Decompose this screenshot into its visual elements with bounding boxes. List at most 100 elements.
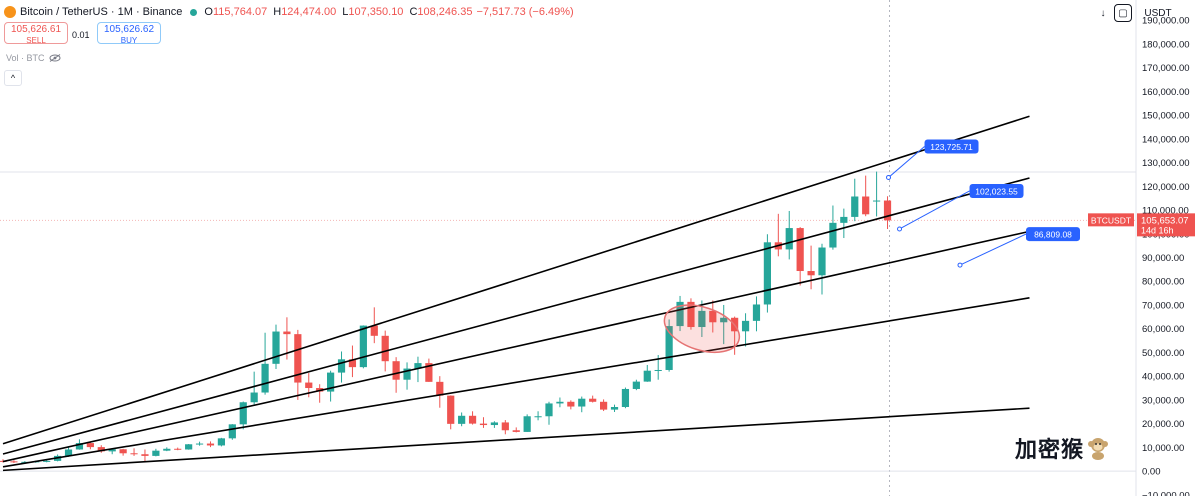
callout-label: 86,809.08 — [1034, 230, 1072, 240]
price-tag-countdown: 14d 16h — [1141, 225, 1174, 235]
sell-label: SELL — [26, 36, 46, 45]
candle-body — [851, 196, 859, 217]
candle-body — [578, 398, 586, 407]
candle-body — [217, 438, 225, 446]
eye-off-icon[interactable] — [49, 54, 61, 62]
candle-body — [523, 416, 531, 432]
candle-body — [337, 359, 346, 373]
candle-body — [840, 216, 848, 223]
symbol-title[interactable]: Bitcoin / TetherUS · 1M · Binance — [20, 6, 183, 18]
candle-body — [425, 363, 433, 382]
candle-body — [796, 228, 804, 272]
candle-body — [447, 395, 455, 424]
candle-body — [698, 310, 706, 328]
candle-body — [283, 331, 291, 335]
buy-price: 105,626.62 — [103, 24, 155, 35]
volume-label: Vol · BTC — [6, 53, 45, 63]
callout-anchor — [886, 174, 892, 180]
candle-body — [370, 325, 378, 336]
ohlc-low-value: 107,350.10 — [348, 6, 404, 18]
candle-body — [490, 422, 498, 426]
y-tick-label: 40,000.00 — [1142, 372, 1184, 383]
candle-body — [327, 372, 335, 392]
symbol-tag-label: BTCUSDT — [1091, 215, 1131, 225]
candle-body — [534, 416, 542, 418]
market-status-icon — [190, 8, 198, 16]
candle-body — [195, 443, 204, 445]
candle-body — [741, 320, 750, 332]
candle-body — [163, 448, 171, 451]
ohlc-low-label: L — [342, 6, 349, 18]
callout-anchor — [897, 226, 903, 232]
candle-body — [709, 310, 717, 323]
y-tick-label: 10,000.00 — [1142, 443, 1184, 454]
y-tick-label: 20,000.00 — [1142, 419, 1184, 430]
candle-body — [873, 200, 881, 202]
candle-body — [589, 398, 597, 402]
candle-body — [64, 449, 73, 456]
callout-anchor — [957, 262, 963, 268]
y-tick-label: 60,000.00 — [1142, 324, 1184, 335]
buy-button[interactable]: 105,626.62 BUY — [97, 22, 161, 45]
price-tag — [1137, 213, 1195, 237]
candle-body — [479, 423, 488, 426]
currency-label[interactable]: USDT — [1144, 7, 1172, 19]
candle-body — [359, 325, 367, 368]
candle-body — [239, 402, 247, 425]
square-icon[interactable]: ▢ — [1114, 4, 1132, 22]
y-tick-label: 90,000.00 — [1142, 253, 1184, 264]
candle-body — [403, 368, 411, 380]
trendline — [2, 115, 1030, 445]
trendline — [2, 407, 1030, 472]
watermark: 加密猴 — [1015, 432, 1109, 464]
candle-body — [687, 301, 695, 328]
y-tick-label: 180,000.00 — [1142, 39, 1190, 50]
candle-body — [97, 447, 105, 452]
arrow-down-icon[interactable]: ↓ — [1100, 7, 1106, 19]
callout-box — [1026, 227, 1080, 242]
candle-body — [632, 381, 640, 389]
ohlc-open-label: O — [204, 6, 213, 18]
candle-body — [512, 430, 520, 432]
watermark-text: 加密猴 — [1015, 437, 1085, 462]
candle-body — [43, 460, 51, 462]
candle-body — [785, 228, 793, 250]
candle-body — [763, 242, 771, 305]
callout-leader — [899, 190, 970, 230]
ohlc-high-value: 124,474.00 — [281, 6, 337, 18]
candle-body — [676, 301, 684, 327]
bitcoin-logo-icon — [4, 6, 16, 18]
volume-legend: Vol · BTC — [6, 53, 61, 63]
candle-body — [130, 453, 138, 455]
candle-body — [119, 449, 127, 454]
callout-label: 102,023.55 — [975, 186, 1018, 196]
candle-body — [545, 403, 553, 417]
y-tick-label: −10,000.00 — [1142, 490, 1190, 496]
candle-body — [141, 454, 149, 456]
y-tick-label: 140,000.00 — [1142, 134, 1190, 145]
chevron-up-icon[interactable]: ^ — [4, 70, 22, 86]
candle-body — [250, 392, 258, 403]
candle-body — [10, 461, 18, 463]
y-tick-label: 70,000.00 — [1142, 300, 1184, 311]
candle-body — [600, 401, 608, 410]
price-change: −7,517.73 (−6.49%) — [476, 6, 574, 18]
callout-box — [924, 139, 979, 154]
symbol-tag — [1088, 213, 1134, 227]
candle-body — [654, 369, 662, 371]
candle-body — [621, 388, 630, 408]
ohlc-high-label: H — [273, 6, 282, 18]
candle-body — [86, 443, 94, 448]
candle-body — [883, 200, 892, 221]
sell-button[interactable]: 105,626.61 SELL — [4, 22, 68, 45]
callout-label: 123,725.71 — [930, 142, 973, 152]
candle-body — [381, 335, 389, 362]
monkey-icon — [1088, 438, 1109, 460]
ohlc-close-label: C — [409, 6, 418, 18]
candle-body — [458, 415, 466, 424]
candle-body — [272, 331, 280, 364]
candle-body — [392, 361, 400, 380]
candle-body — [436, 381, 444, 396]
candle-body — [21, 461, 29, 463]
